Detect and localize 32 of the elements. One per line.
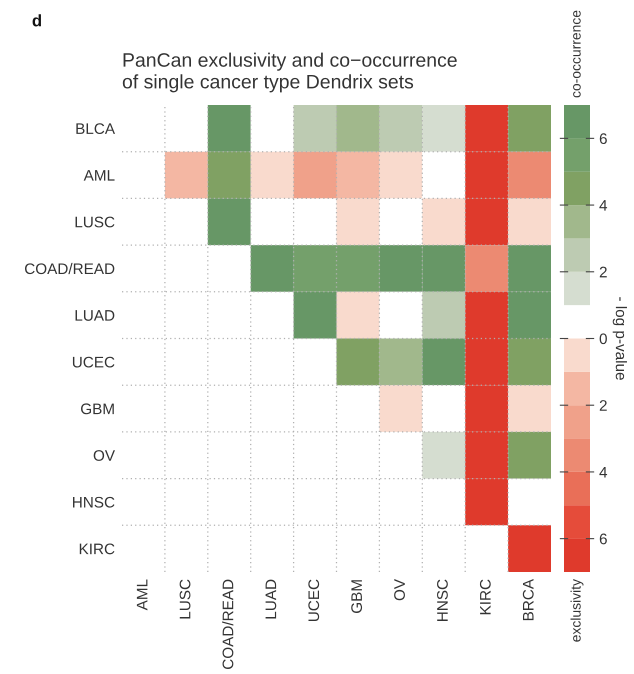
color-bar-label: 4 — [599, 466, 608, 478]
color-bar-label: 2 — [600, 400, 607, 411]
color-bar-label: 0 — [600, 333, 607, 344]
y-tick-label: LUAD — [76, 310, 114, 321]
color-bar-label: 4 — [599, 200, 608, 211]
y-tick-label: AML — [84, 170, 115, 181]
y-tick-label: COAD/READ — [25, 262, 114, 274]
x-tick-label: KIRC — [480, 580, 491, 614]
x-tick-label: GBM — [351, 580, 362, 613]
x-tick-label: UCEC — [308, 580, 320, 622]
y-tick-label: HNSC — [73, 496, 114, 508]
text: d — [32, 14, 41, 26]
text: co-occurrence — [573, 10, 581, 98]
y-tick-label: GBM — [81, 403, 114, 414]
y-tick-label: BLCA — [76, 123, 116, 134]
chart-title: PanCan exclusivity and co−occurrence of single cancer type Dendrix sets — [122, 52, 457, 92]
color-bar-title: - log p-value — [612, 297, 627, 380]
y-tick-label: OV — [94, 450, 115, 461]
color-bar-label: 2 — [600, 266, 607, 278]
x-tick-label: BRCA — [522, 578, 534, 620]
x-tick-label: COAD/READ — [222, 580, 234, 669]
y-tick-label: UCEC — [72, 356, 114, 368]
x-tick-label: HNSC — [437, 580, 448, 621]
x-tick-label: OV — [394, 579, 405, 600]
text: exclusivity — [570, 579, 584, 642]
x-tick-label: LUAD — [266, 580, 276, 618]
color-bar-label: 6 — [600, 534, 607, 544]
y-tick-label: KIRC — [80, 544, 114, 554]
x-tick-label: LUSC — [180, 580, 190, 618]
y-tick-label: LUSC — [76, 216, 114, 228]
x-tick-label: AML — [136, 579, 148, 610]
color-bar-label: 6 — [600, 133, 607, 144]
